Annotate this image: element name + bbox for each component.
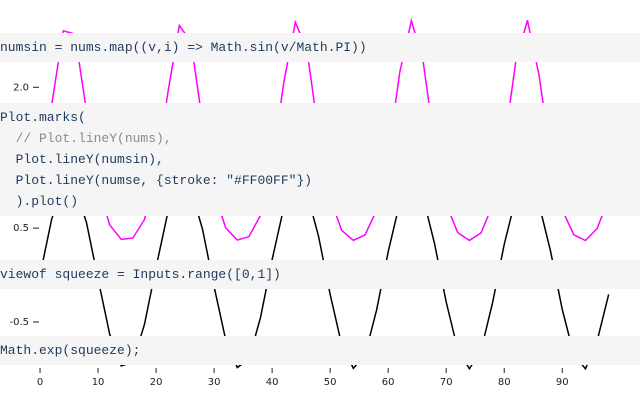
x-tick-label: 40 bbox=[266, 377, 279, 388]
code-cell[interactable]: Plot.marks( // Plot.lineY(nums), Plot.li… bbox=[0, 103, 640, 216]
x-tick-label: 90 bbox=[556, 377, 569, 388]
x-tick-label: 0 bbox=[37, 377, 43, 388]
x-tick-label: 80 bbox=[498, 377, 511, 388]
x-tick-label: 70 bbox=[440, 377, 453, 388]
code-cell[interactable]: numsin = nums.map((v,i) => Math.sin(v/Ma… bbox=[0, 33, 640, 62]
code-cell[interactable]: Math.exp(squeeze); bbox=[0, 336, 640, 365]
code-line: Plot.lineY(numsin), bbox=[0, 152, 164, 167]
x-tick-label: 30 bbox=[208, 377, 221, 388]
code-line: numsin = nums.map((v,i) => Math.sin(v/Ma… bbox=[0, 40, 367, 55]
code-line: Plot.marks( bbox=[0, 110, 86, 125]
x-tick-label: 20 bbox=[150, 377, 163, 388]
x-tick-label: 10 bbox=[92, 377, 105, 388]
y-tick-label: 2.0 bbox=[13, 82, 29, 93]
code-cell[interactable]: viewof squeeze = Inputs.range([0,1]) bbox=[0, 260, 640, 289]
y-tick-label: -0.5 bbox=[9, 317, 29, 328]
code-line: ).plot() bbox=[0, 194, 79, 209]
y-tick-label: 0.5 bbox=[13, 223, 29, 234]
x-tick-label: 60 bbox=[382, 377, 395, 388]
x-tick-label: 50 bbox=[324, 377, 337, 388]
code-line: Plot.lineY(numse, {stroke: "#FF00FF"}) bbox=[0, 173, 313, 188]
code-line: // Plot.lineY(nums), bbox=[0, 131, 172, 146]
code-line: Math.exp(squeeze); bbox=[0, 343, 141, 358]
code-line: viewof squeeze = Inputs.range([0,1]) bbox=[0, 267, 281, 282]
